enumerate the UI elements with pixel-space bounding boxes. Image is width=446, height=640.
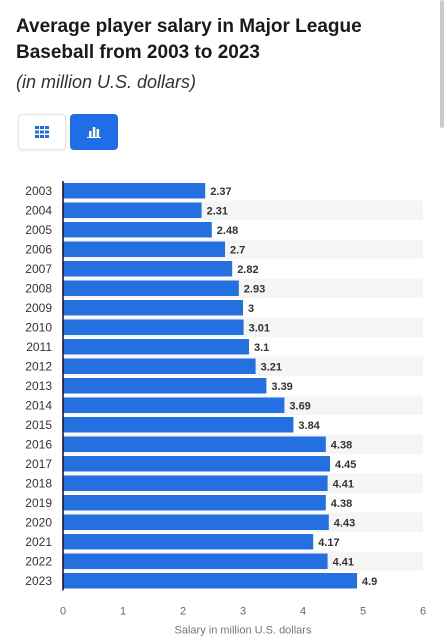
chart-view-button[interactable] [70,114,118,150]
value-label: 2.37 [210,186,231,198]
category-label: 2016 [25,437,52,451]
bar [63,495,326,511]
category-label: 2013 [25,379,52,393]
category-label: 2009 [25,301,52,315]
bar [63,397,285,413]
value-label: 4.38 [331,498,352,510]
bar [63,358,256,374]
scrollbar[interactable] [440,0,444,128]
bar [63,300,243,316]
category-label: 2007 [25,262,52,276]
bar [63,183,206,199]
category-label: 2015 [25,418,52,432]
bar [63,534,314,550]
value-label: 2.93 [244,283,265,295]
category-label: 2018 [25,476,52,490]
bar [63,475,328,491]
value-label: 4.41 [333,556,354,568]
x-axis-label: Salary in million U.S. dollars [175,625,312,637]
x-tick-label: 5 [360,606,366,618]
bar [63,319,244,335]
value-label: 3.1 [254,342,269,354]
bar [63,417,294,433]
value-label: 4.38 [331,439,352,451]
table-view-button[interactable] [18,114,66,150]
bar [63,573,357,589]
chart-title: Average player salary in Major League Ba… [16,16,362,63]
category-label: 2023 [25,574,52,588]
category-label: 2012 [25,359,52,373]
bar [63,339,249,355]
x-tick-label: 3 [240,606,246,618]
chart-subtitle: (in million U.S. dollars) [16,72,197,92]
category-label: 2011 [26,340,52,354]
bar [63,202,202,218]
category-label: 2003 [25,184,52,198]
value-label: 2.31 [207,205,228,217]
value-label: 3.39 [271,381,292,393]
bar-chart: 2003 2.37 2004 2.31 2005 2.48 2006 2.7 2007 2.82 2… [25,181,426,637]
category-label: 2019 [25,496,52,510]
value-label: 2.7 [230,244,245,256]
category-label: 2010 [25,320,52,334]
value-label: 4.17 [318,537,339,549]
value-label: 4.9 [362,576,377,588]
bar [63,378,267,394]
bar [63,241,225,257]
category-label: 2021 [25,535,52,549]
category-label: 2017 [25,457,52,471]
value-label: 3.84 [298,420,320,432]
value-label: 4.45 [335,459,356,471]
bar-chart-icon [87,127,101,138]
x-tick-label: 1 [120,606,126,618]
x-tick-label: 6 [420,606,426,618]
bar [63,261,233,277]
value-label: 4.41 [333,478,354,490]
category-label: 2020 [25,515,52,529]
bar [63,222,212,238]
value-label: 2.48 [217,225,238,237]
value-label: 3.69 [289,400,310,412]
bar [63,553,328,569]
category-label: 2014 [25,398,52,412]
category-label: 2004 [25,203,52,217]
category-label: 2022 [25,554,52,568]
value-label: 3.01 [249,322,270,334]
bar [63,514,329,530]
value-label: 3 [248,303,254,315]
x-tick-label: 0 [60,606,66,618]
bar [63,456,330,472]
category-label: 2005 [25,223,52,237]
value-label: 4.43 [334,517,355,529]
bar [63,436,326,452]
x-tick-label: 4 [300,606,306,618]
grid-icon [35,126,49,138]
value-label: 3.21 [261,361,282,373]
category-label: 2006 [25,242,52,256]
value-label: 2.82 [237,264,258,276]
category-label: 2008 [25,281,52,295]
x-tick-label: 2 [180,606,186,618]
bar [63,280,239,296]
